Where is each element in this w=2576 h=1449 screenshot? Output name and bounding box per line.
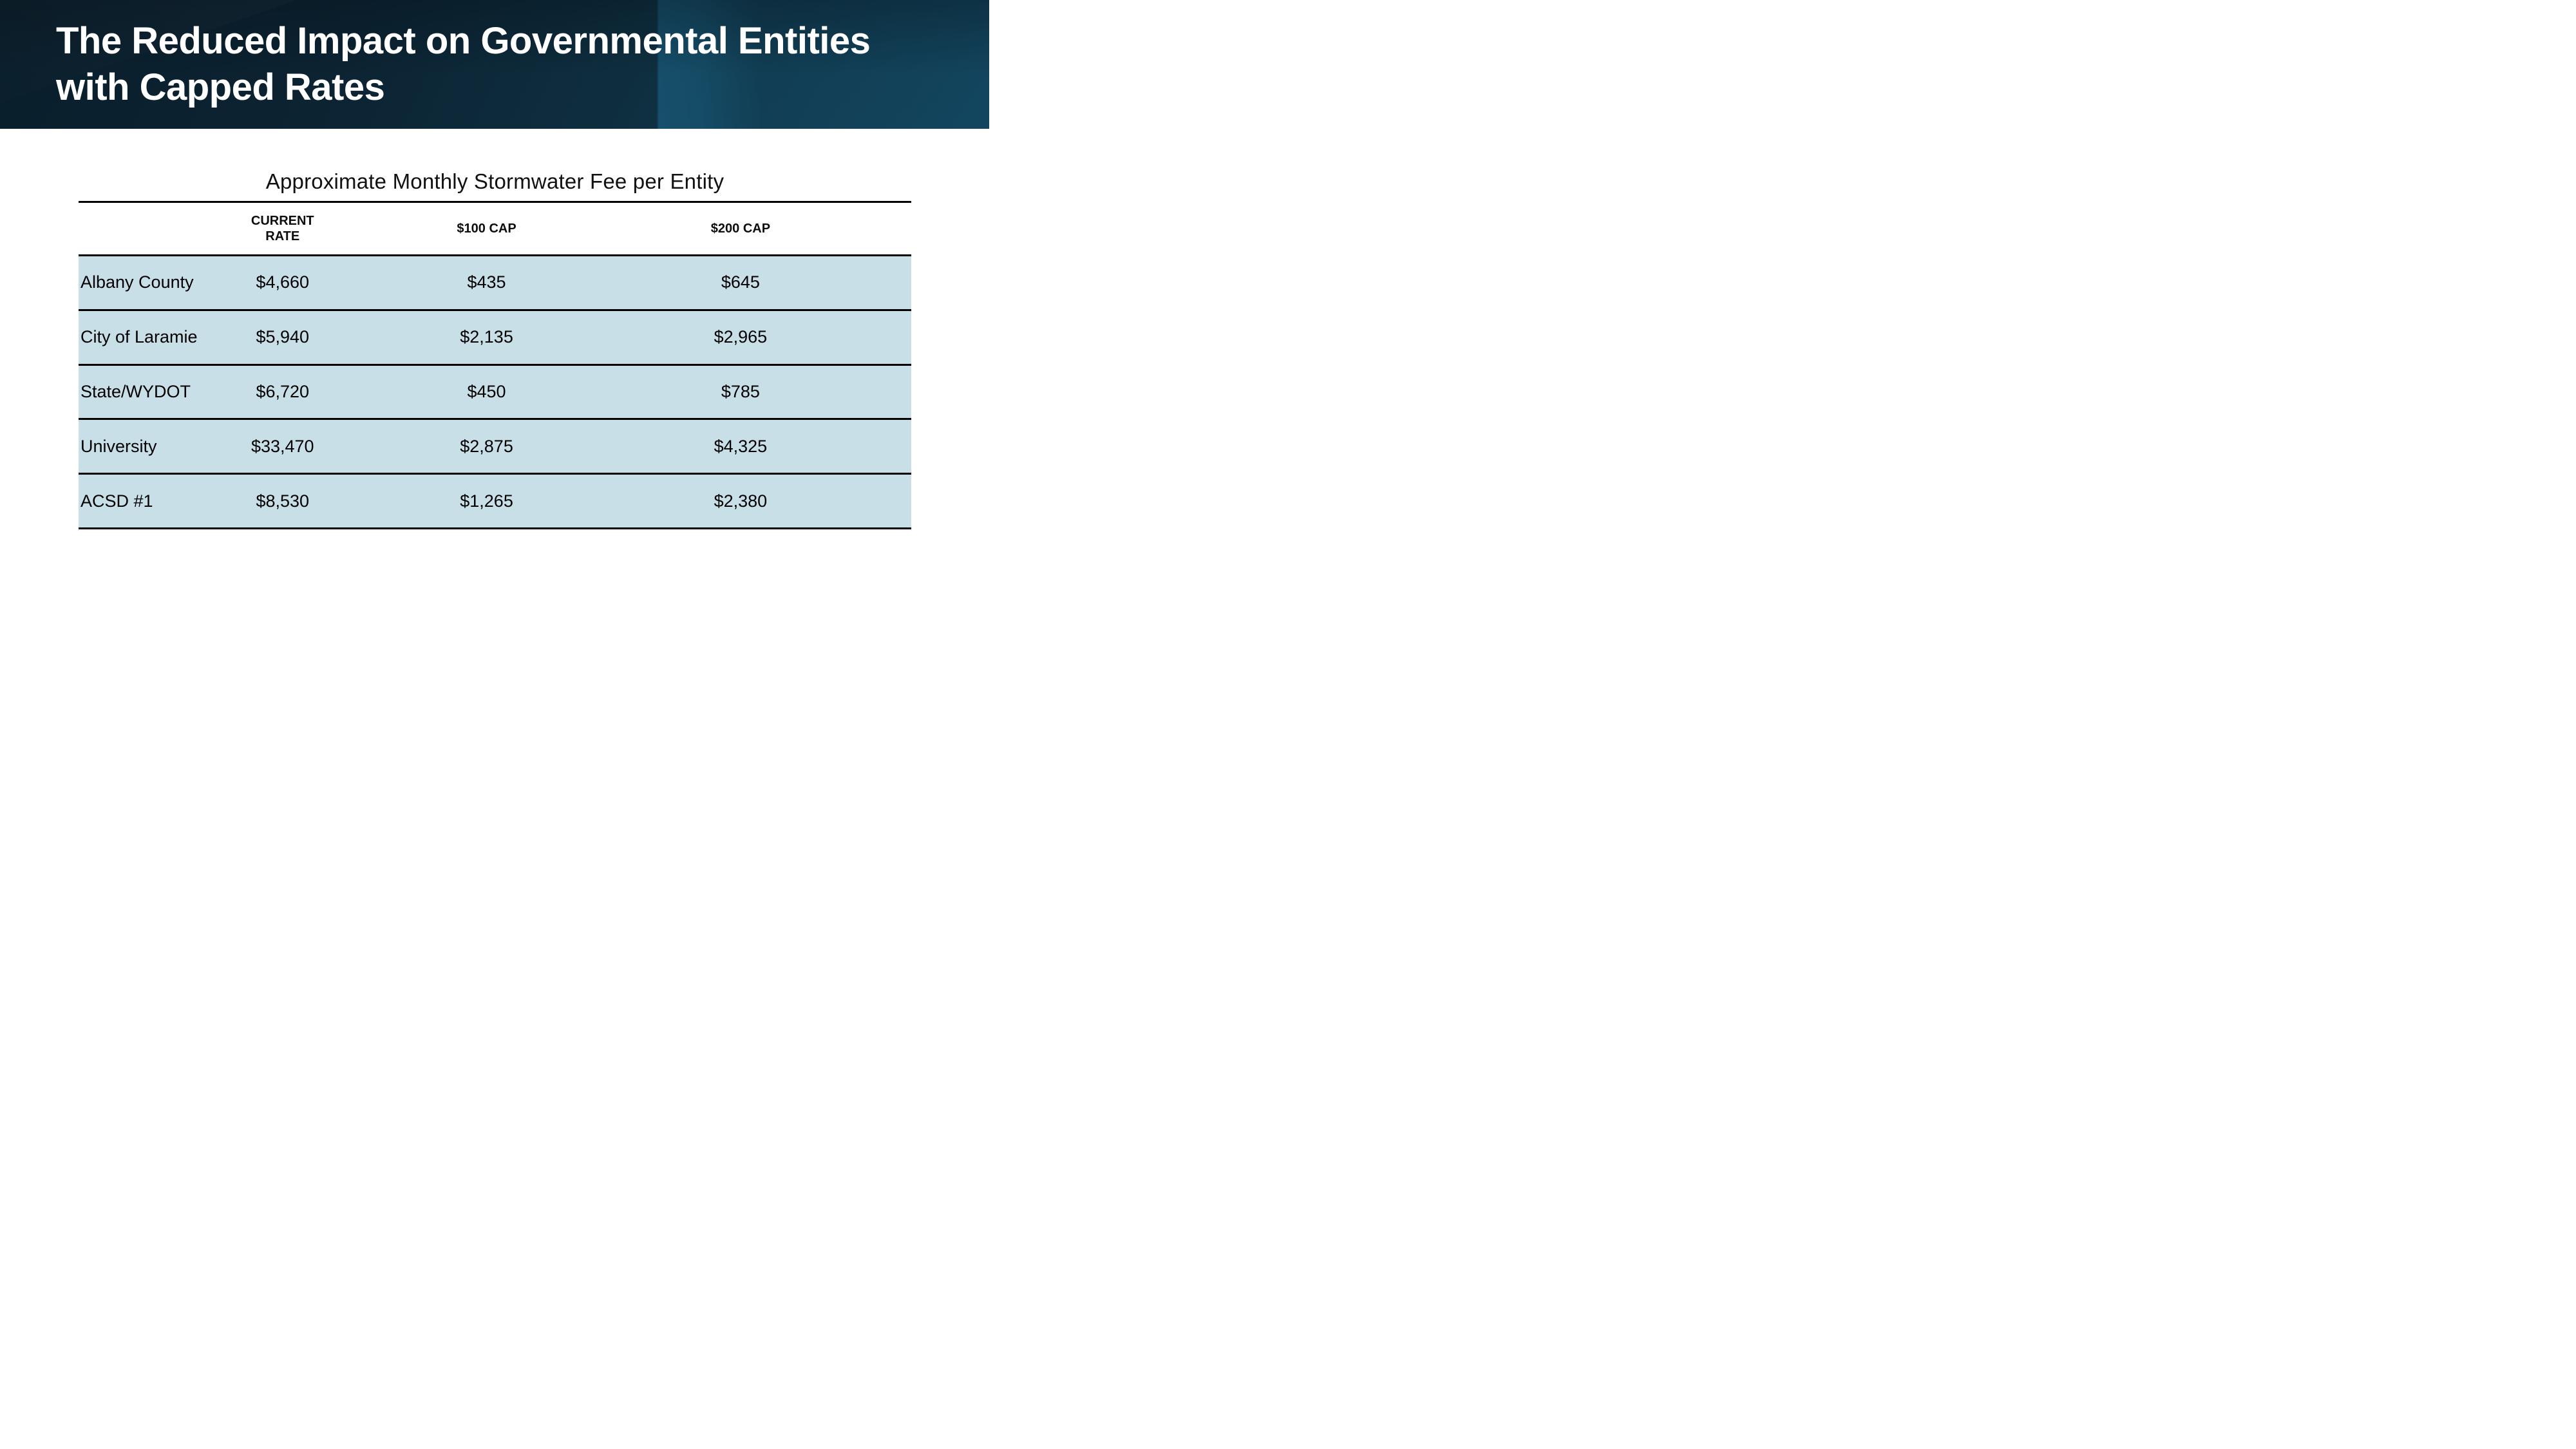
slide-title: The Reduced Impact on Governmental Entit… [56,20,871,108]
slide-header-band: The Reduced Impact on Governmental Entit… [0,0,989,129]
cell-200-cap: $2,965 [714,327,768,347]
header-cell-100-cap: $100 CAP [457,222,516,236]
cell-100-cap: $450 [467,381,506,401]
cell-current-rate: $4,660 [256,272,310,292]
table-header-row: CURRENT RATE $100 CAP $200 CAP [79,203,911,254]
table-row: City of Laramie $5,940 $2,135 $2,965 [79,308,911,364]
slide: The Reduced Impact on Governmental Entit… [0,0,989,556]
cell-100-cap: $2,875 [460,436,513,456]
cell-entity: Albany County [80,272,194,292]
table-row: University $33,470 $2,875 $4,325 [79,418,911,473]
cell-entity: ACSD #1 [80,491,153,511]
cell-200-cap: $2,380 [714,491,768,511]
fee-table: CURRENT RATE $100 CAP $200 CAP Albany Co… [79,201,911,529]
table-row: ACSD #1 $8,530 $1,265 $2,380 [79,473,911,527]
cell-entity: State/WYDOT [80,381,191,401]
header-cell-current-rate: CURRENT RATE [251,214,314,243]
cell-current-rate: $5,940 [256,327,310,347]
table-row: State/WYDOT $6,720 $450 $785 [79,363,911,419]
cell-current-rate: $8,530 [256,491,310,511]
cell-entity: City of Laramie [80,327,198,347]
cell-100-cap: $435 [467,272,506,292]
cell-200-cap: $785 [721,381,760,401]
fee-table-section: Approximate Monthly Stormwater Fee per E… [79,129,911,529]
cell-100-cap: $1,265 [460,491,513,511]
cell-200-cap: $645 [721,272,760,292]
table-row: Albany County $4,660 $435 $645 [79,254,911,309]
cell-200-cap: $4,325 [714,436,768,456]
cell-100-cap: $2,135 [460,327,513,347]
table-title: Approximate Monthly Stormwater Fee per E… [265,169,724,193]
cell-current-rate: $6,720 [256,381,310,401]
cell-entity: University [80,436,157,456]
cell-current-rate: $33,470 [251,436,314,456]
header-cell-200-cap: $200 CAP [710,222,771,236]
